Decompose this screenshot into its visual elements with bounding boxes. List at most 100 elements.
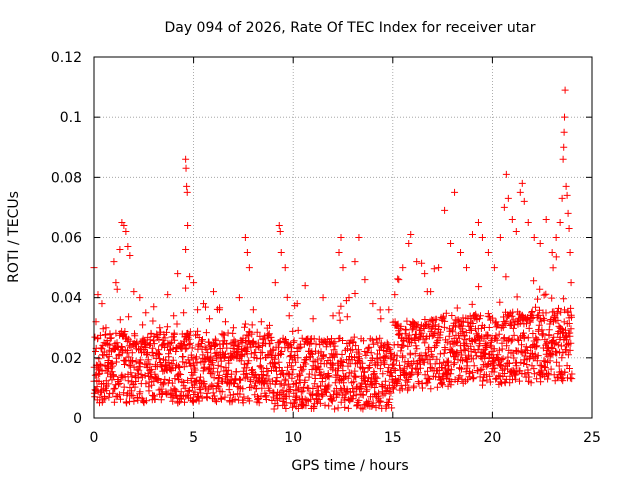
data-point [186, 273, 194, 281]
data-point [427, 288, 435, 296]
y-tick-label: 0.06 [51, 231, 82, 247]
data-point [245, 264, 253, 272]
data-point [566, 249, 574, 257]
data-point [183, 182, 191, 190]
x-axis-label: GPS time / hours [291, 458, 408, 474]
data-point [562, 182, 570, 190]
data-point [474, 218, 482, 226]
data-point [120, 221, 128, 229]
y-tick-label: 0.1 [60, 110, 82, 126]
data-point [520, 197, 528, 205]
data-point [548, 249, 556, 257]
data-point [391, 291, 399, 299]
data-point [271, 279, 279, 287]
data-point [110, 258, 118, 266]
data-point [142, 309, 150, 317]
data-point [301, 282, 309, 290]
data-point [281, 264, 289, 272]
x-tick-label: 20 [483, 430, 501, 446]
data-point [484, 249, 492, 257]
data-point [508, 215, 516, 223]
data-point [500, 203, 508, 211]
x-tick-label: 0 [90, 430, 99, 446]
data-point [395, 276, 403, 284]
data-point [490, 264, 498, 272]
y-tick-label: 0.12 [51, 50, 82, 66]
data-point [275, 221, 283, 229]
data-point [468, 230, 476, 238]
data-point [182, 164, 190, 172]
dense-scatter-points [90, 253, 576, 413]
y-axis-label: ROTI / TECUs [6, 191, 22, 283]
data-point [561, 113, 569, 121]
data-point [447, 240, 455, 248]
data-point [536, 240, 544, 248]
y-tick-label: 0.04 [51, 291, 82, 307]
data-point [293, 300, 301, 308]
x-tick-label: 15 [384, 430, 402, 446]
data-point [556, 218, 564, 226]
data-point [502, 170, 510, 178]
data-point [565, 224, 573, 232]
data-point [421, 270, 429, 278]
data-point [351, 258, 359, 266]
data-point [156, 324, 164, 332]
data-point [257, 318, 265, 326]
data-point [563, 191, 571, 199]
data-point [524, 218, 532, 226]
data-point [561, 86, 569, 94]
data-point [136, 294, 144, 302]
data-point [564, 209, 572, 217]
data-point [94, 291, 102, 299]
chart-title: Day 094 of 2026, Rate Of TEC Index for r… [164, 20, 535, 36]
data-point [229, 324, 237, 332]
data-point [530, 234, 538, 241]
x-tick-label: 5 [189, 430, 198, 446]
data-point [98, 300, 106, 308]
data-point [319, 294, 327, 302]
y-tick-label: 0.02 [51, 351, 82, 367]
data-point [504, 194, 512, 202]
data-point [174, 270, 182, 278]
data-point [277, 249, 285, 257]
data-point [106, 330, 114, 338]
data-point [355, 234, 363, 241]
y-tick-label: 0.08 [51, 170, 82, 186]
data-point [413, 258, 421, 266]
dense-scatter-markers [90, 253, 576, 413]
data-point [241, 234, 249, 241]
x-tick-label: 10 [284, 430, 302, 446]
data-point [112, 279, 120, 287]
data-point [339, 264, 347, 272]
data-point [345, 294, 353, 302]
data-point [385, 306, 393, 314]
data-point [200, 300, 208, 308]
data-point [206, 315, 214, 323]
data-point [190, 279, 198, 287]
data-point [512, 227, 520, 235]
axis-ticks: 0 5 10 15 20 25 0 0.02 0.04 0.06 0.08 0.1 0.12 [51, 50, 601, 446]
data-point [560, 128, 568, 136]
data-point [126, 252, 134, 260]
data-point [180, 309, 188, 317]
data-point [560, 143, 568, 151]
data-point [183, 188, 191, 196]
data-point [361, 276, 369, 284]
data-points [90, 86, 575, 338]
data-point [265, 330, 273, 338]
data-point [377, 315, 385, 323]
data-point [435, 264, 443, 272]
y-tick-label: 0 [73, 411, 82, 427]
data-point [122, 227, 130, 235]
data-point [210, 288, 218, 296]
data-point [496, 234, 504, 241]
data-point [335, 249, 343, 257]
data-point [552, 234, 560, 241]
data-point [249, 306, 257, 314]
data-point [276, 227, 284, 235]
data-point [559, 155, 567, 163]
data-point [542, 215, 550, 223]
data-point [516, 188, 524, 196]
data-point [463, 264, 471, 272]
